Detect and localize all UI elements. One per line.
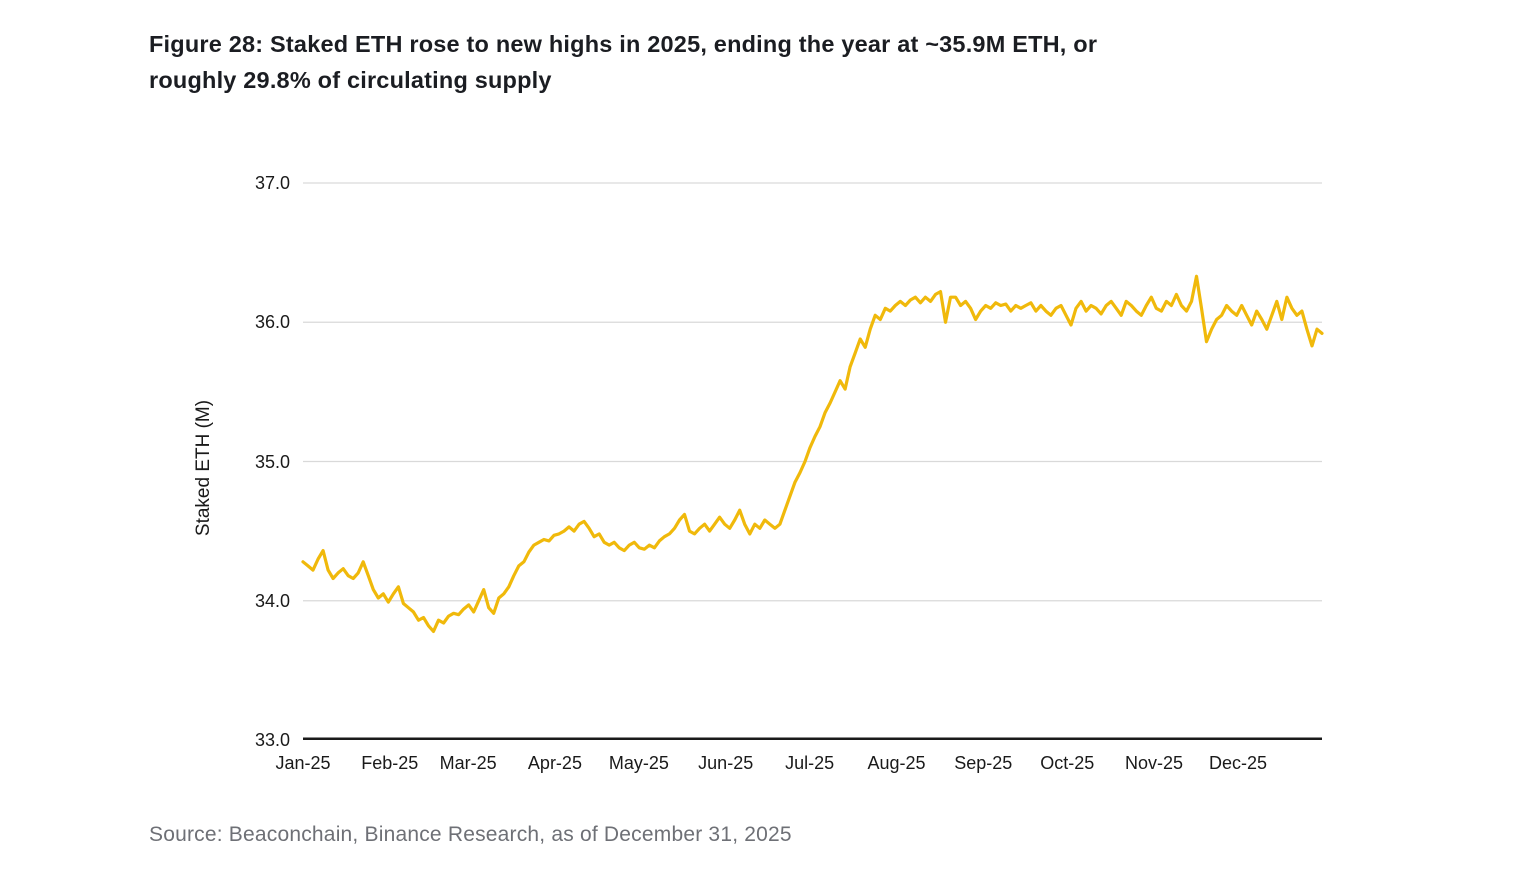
y-tick-label: 35.0 (254, 451, 290, 472)
y-tick-label: 33.0 (254, 730, 290, 750)
staked-eth-series-line (301, 274, 1324, 633)
x-tick-label: Oct-25 (1040, 753, 1095, 773)
x-tick-label: Mar-25 (439, 753, 497, 773)
x-tick-label: Aug-25 (867, 753, 926, 773)
y-tick-label: 34.0 (254, 590, 290, 611)
x-tick-label: Sep-25 (954, 753, 1013, 773)
x-tick-label: Feb-25 (361, 753, 419, 773)
x-tick-label: Dec-25 (1209, 753, 1268, 773)
x-tick-label: Nov-25 (1125, 753, 1184, 773)
x-tick-label: Jan-25 (275, 753, 331, 773)
x-tick-label: Apr-25 (527, 753, 582, 773)
y-tick-label: 37.0 (254, 173, 290, 193)
source-note: Source: Beaconchain, Binance Research, a… (149, 823, 792, 846)
figure-title-line-2: roughly 29.8% of circulating supply (149, 67, 552, 93)
figure-title-line-1: Figure 28: Staked ETH rose to new highs … (149, 31, 1098, 57)
x-tick-label: Jun-25 (698, 753, 754, 773)
figure-title: Figure 28: Staked ETH rose to new highs … (149, 26, 1379, 98)
x-tick-label: Jul-25 (785, 753, 835, 773)
x-tick-label: May-25 (608, 753, 669, 773)
y-tick-label: 36.0 (254, 312, 290, 333)
plot-canvas (301, 182, 1324, 740)
